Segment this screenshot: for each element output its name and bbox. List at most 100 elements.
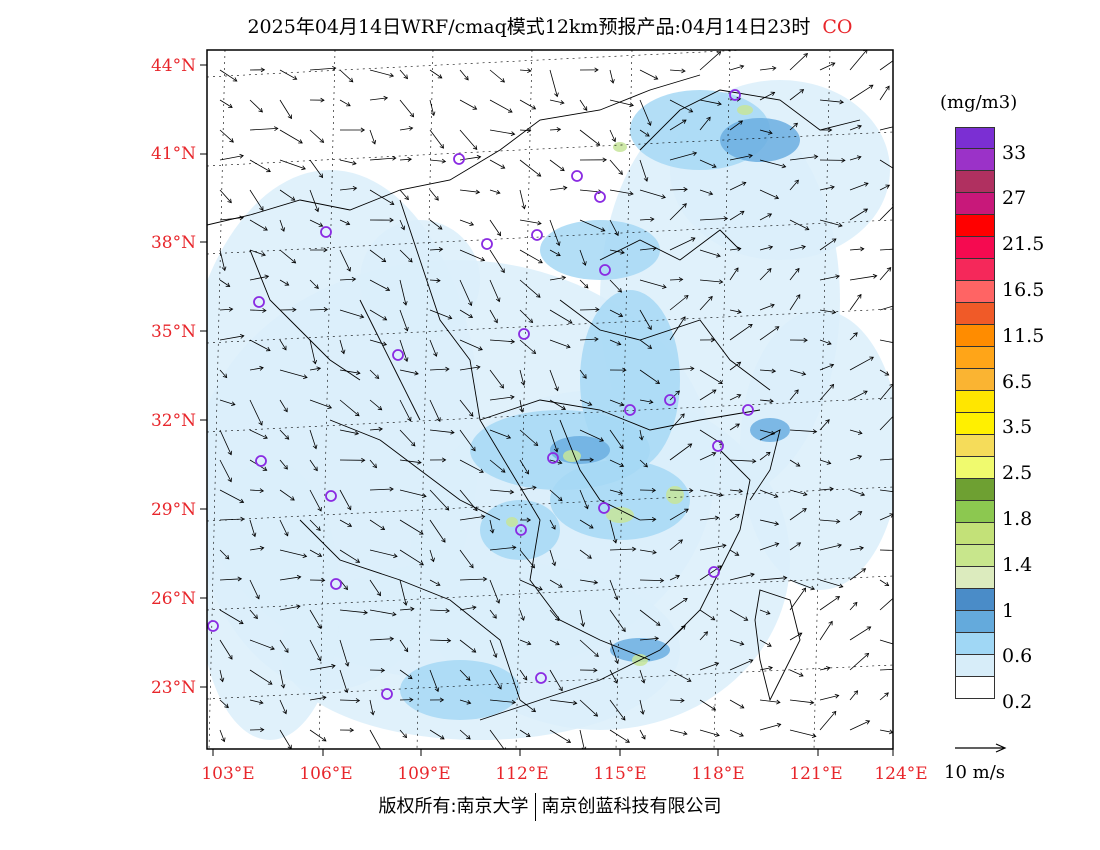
wind-arrow xyxy=(369,97,388,101)
wind-arrow xyxy=(669,508,689,521)
wind-arrow-head xyxy=(283,407,288,413)
longitude-gridline xyxy=(416,50,434,749)
wind-arrow xyxy=(669,489,693,491)
wind-arrow-head xyxy=(735,513,740,519)
wind-arrow xyxy=(699,99,722,105)
wind-arrow xyxy=(699,699,716,711)
wind-arrow xyxy=(849,125,862,131)
wind-arrow-head xyxy=(403,357,409,363)
wind-arrow xyxy=(669,598,688,611)
wind-arrow-head xyxy=(837,222,843,228)
wind-arrow-head xyxy=(767,268,772,273)
colorbar-cell xyxy=(955,259,995,281)
wind-arrow xyxy=(279,549,307,557)
legend-label-16-5: 16.5 xyxy=(1002,279,1045,301)
wind-arrow-head xyxy=(437,74,443,79)
wind-arrow xyxy=(249,669,273,685)
lat-lon-gridlines xyxy=(207,50,893,749)
wind-arrow-head xyxy=(711,452,717,457)
wind-arrow xyxy=(459,606,476,611)
wind-arrow xyxy=(219,549,230,560)
wind-arrow xyxy=(339,339,345,354)
wind-arrow-head xyxy=(810,585,816,591)
wind-arrow-head xyxy=(594,67,599,73)
wind-arrow-head xyxy=(495,297,501,303)
wind-arrow-head xyxy=(594,652,599,658)
wind-arrow xyxy=(669,152,697,161)
wind-arrow xyxy=(639,609,661,626)
wind-arrow-head xyxy=(322,695,327,701)
wind-arrow-head xyxy=(830,185,835,190)
wind-arrow-head xyxy=(251,532,257,538)
wind-arrow-head xyxy=(344,662,350,667)
wind-arrow-head xyxy=(835,518,841,524)
lat-label-35: 35°N xyxy=(150,322,196,342)
wind-arrow xyxy=(849,568,866,581)
wind-arrow-head xyxy=(782,575,788,581)
wind-arrow-head xyxy=(554,386,559,392)
wind-arrow-head xyxy=(852,601,858,607)
wind-arrow-head xyxy=(640,710,645,715)
wind-arrow-head xyxy=(734,267,739,273)
wind-arrow-head xyxy=(228,306,234,312)
wind-arrow-head xyxy=(771,368,777,374)
wind-arrow xyxy=(669,368,694,371)
wind-arrow xyxy=(279,639,289,653)
wind-arrow-head xyxy=(528,318,534,324)
wind-arrow-head xyxy=(629,191,634,196)
wind-arrow xyxy=(579,699,598,717)
wind-arrow-head xyxy=(348,77,354,83)
wind-arrow-head xyxy=(284,648,289,653)
wind-arrow xyxy=(579,338,599,341)
wind-arrow xyxy=(369,609,396,615)
wind-arrow-head xyxy=(445,608,450,614)
wind-arrow xyxy=(609,249,625,254)
wind-arrow xyxy=(399,339,408,362)
wind-arrow-head xyxy=(884,581,890,587)
wind-arrow-head xyxy=(444,506,450,511)
wind-arrow-head xyxy=(280,227,286,232)
wind-arrow-head xyxy=(500,468,506,473)
wind-arrow xyxy=(399,127,413,131)
wind-arrow xyxy=(789,268,800,281)
wind-arrow-head xyxy=(710,337,716,343)
wind-arrow xyxy=(729,659,753,671)
wind-arrow-head xyxy=(841,157,846,163)
wind-arrow xyxy=(309,309,328,311)
wind-arrow xyxy=(669,539,683,551)
wind-arrow-head xyxy=(830,62,836,67)
wind-arrow-head xyxy=(232,77,238,82)
wind-arrow xyxy=(759,699,780,703)
legend-label-0-2: 0.2 xyxy=(1002,691,1033,713)
wind-arrow xyxy=(249,429,268,439)
wind-arrow-head xyxy=(593,667,598,673)
wind-arrow xyxy=(309,729,327,742)
wind-arrow xyxy=(489,519,494,533)
wind-arrow-head xyxy=(522,675,528,681)
wind-arrow-head xyxy=(618,312,624,318)
wind-arrow-head xyxy=(239,215,244,221)
wind-arrow-head xyxy=(402,301,408,306)
wind-arrow xyxy=(339,69,354,83)
boundary-line xyxy=(207,74,701,226)
wind-arrow xyxy=(339,399,360,417)
wind-arrow xyxy=(519,309,533,323)
wind-arrow xyxy=(849,511,862,521)
wind-arrow xyxy=(759,67,776,71)
wind-arrow-head xyxy=(774,194,780,200)
wind-arrow xyxy=(819,238,837,251)
wind-arrow xyxy=(789,123,798,131)
longitude-gridline xyxy=(515,50,533,749)
wind-arrow xyxy=(549,219,560,246)
wind-arrow xyxy=(609,579,618,600)
wind-arrow xyxy=(489,489,514,493)
wind-arrow xyxy=(849,208,868,221)
wind-arrow xyxy=(249,128,278,131)
wind-arrow-head xyxy=(239,498,245,504)
wind-arrow xyxy=(369,249,386,263)
wind-arrow xyxy=(639,699,644,715)
wind-arrow xyxy=(609,609,626,632)
wind-arrow-head xyxy=(479,468,484,473)
wind-arrow-head xyxy=(889,383,893,389)
